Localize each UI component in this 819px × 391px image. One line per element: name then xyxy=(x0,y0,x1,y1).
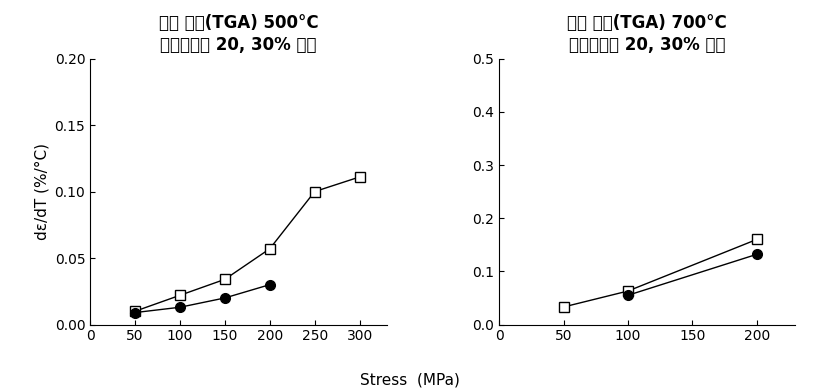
Title: 시간 구배(TGA) 500°C
냉간가공률 20, 30% 비교: 시간 구배(TGA) 500°C 냉간가공률 20, 30% 비교 xyxy=(158,14,318,54)
Y-axis label: dε/dT (%/°C): dε/dT (%/°C) xyxy=(34,143,49,240)
Title: 시간 구배(TGA) 700°C
냉간가공률 20, 30% 비교: 시간 구배(TGA) 700°C 냉간가공률 20, 30% 비교 xyxy=(567,14,726,54)
Text: Stress  (MPa): Stress (MPa) xyxy=(360,372,459,387)
